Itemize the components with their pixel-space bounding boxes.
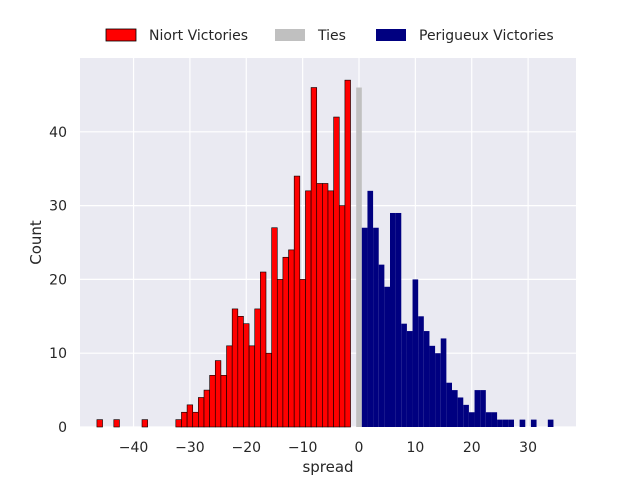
bar-perigueux-victories: [412, 279, 419, 427]
x-tick-label: −10: [288, 440, 318, 456]
legend-swatch: [376, 29, 406, 41]
bar-perigueux-victories: [423, 331, 430, 427]
bar-niort-victories: [316, 183, 323, 428]
bar-perigueux-victories: [497, 419, 503, 427]
y-tick-label: 20: [49, 272, 67, 288]
bar-niort-victories: [327, 190, 334, 428]
y-tick-label: 30: [49, 199, 67, 215]
bar-niort-victories: [214, 360, 222, 428]
bar-perigueux-victories: [378, 264, 385, 427]
legend-label: Niort Victories: [149, 28, 248, 44]
x-tick-label: 30: [519, 440, 537, 456]
y-axis-label: Count: [27, 220, 45, 265]
bar-perigueux-victories: [429, 345, 436, 427]
bar-niort-victories: [141, 419, 148, 428]
x-tick-label: −40: [119, 440, 149, 456]
bar-perigueux-victories: [519, 419, 526, 427]
bar-perigueux-victories: [446, 382, 452, 427]
bar-niort-victories: [175, 419, 182, 428]
bar-perigueux-victories: [463, 404, 469, 427]
bar-perigueux-victories: [406, 331, 413, 427]
bar-niort-victories: [231, 308, 239, 428]
x-tick-label: −20: [231, 440, 261, 456]
y-tick-label: 0: [58, 420, 67, 436]
bar-niort-victories: [209, 375, 216, 428]
bar-perigueux-victories: [468, 412, 475, 427]
legend: Niort Victories Ties Perigueux Victories: [105, 28, 554, 44]
bar-niort-victories: [310, 87, 318, 428]
x-tick-label: 20: [463, 440, 481, 456]
bar-perigueux-victories: [547, 419, 554, 427]
bar-ties: [356, 87, 362, 428]
bar-perigueux-victories: [361, 227, 368, 427]
bar-niort-victories: [113, 419, 120, 428]
bar-perigueux-victories: [474, 390, 481, 427]
bar-perigueux-victories: [502, 419, 509, 427]
bar-niort-victories: [96, 419, 103, 428]
bar-niort-victories: [181, 411, 188, 428]
bar-niort-victories: [265, 352, 272, 428]
bar-niort-victories: [254, 308, 261, 428]
bar-niort-victories: [220, 375, 227, 428]
bar-perigueux-victories: [491, 412, 498, 427]
bar-perigueux-victories: [395, 212, 402, 427]
bar-perigueux-victories: [508, 419, 514, 427]
y-tick-label: 40: [49, 125, 67, 141]
bar-niort-victories: [237, 315, 244, 428]
bar-perigueux-victories: [485, 412, 492, 427]
bar-perigueux-victories: [384, 286, 390, 427]
bar-niort-victories: [198, 397, 205, 428]
bar-niort-victories: [243, 323, 250, 428]
legend-swatch: [275, 29, 305, 41]
bar-niort-victories: [282, 256, 289, 428]
bar-perigueux-victories: [435, 353, 441, 427]
bar-perigueux-victories: [367, 190, 374, 427]
bar-niort-victories: [338, 205, 346, 428]
bar-niort-victories: [271, 227, 278, 428]
legend-label: Ties: [317, 28, 346, 44]
bar-perigueux-victories: [401, 323, 407, 427]
bar-perigueux-victories: [480, 390, 486, 427]
x-tick-label: −30: [175, 440, 205, 456]
legend-swatch: [105, 28, 137, 42]
bar-perigueux-victories: [452, 390, 458, 427]
x-axis-label: spread: [302, 458, 353, 476]
bar-niort-victories: [203, 389, 210, 428]
bar-niort-victories: [333, 116, 340, 428]
bar-perigueux-victories: [418, 316, 424, 427]
bar-niort-victories: [260, 271, 267, 428]
bar-perigueux-victories: [530, 419, 537, 427]
bar-niort-victories: [276, 279, 284, 428]
bar-niort-victories: [299, 279, 306, 428]
bar-perigueux-victories: [457, 397, 464, 427]
bar-niort-victories: [186, 404, 194, 428]
bar-niort-victories: [288, 249, 295, 428]
y-tick-label: 10: [49, 346, 67, 362]
bar-perigueux-victories: [390, 212, 396, 427]
bar-perigueux-victories: [373, 227, 379, 427]
bar-niort-victories: [293, 175, 301, 428]
x-tick-label: 0: [355, 440, 364, 456]
bar-niort-victories: [248, 345, 256, 428]
bar-niort-victories: [322, 183, 329, 428]
bar-niort-victories: [305, 190, 312, 428]
bar-niort-victories: [344, 79, 351, 428]
bar-niort-victories: [192, 411, 199, 428]
bar-perigueux-victories: [440, 338, 447, 427]
bar-niort-victories: [226, 345, 233, 428]
legend-label: Perigueux Victories: [419, 28, 554, 44]
x-tick-label: 10: [406, 440, 424, 456]
